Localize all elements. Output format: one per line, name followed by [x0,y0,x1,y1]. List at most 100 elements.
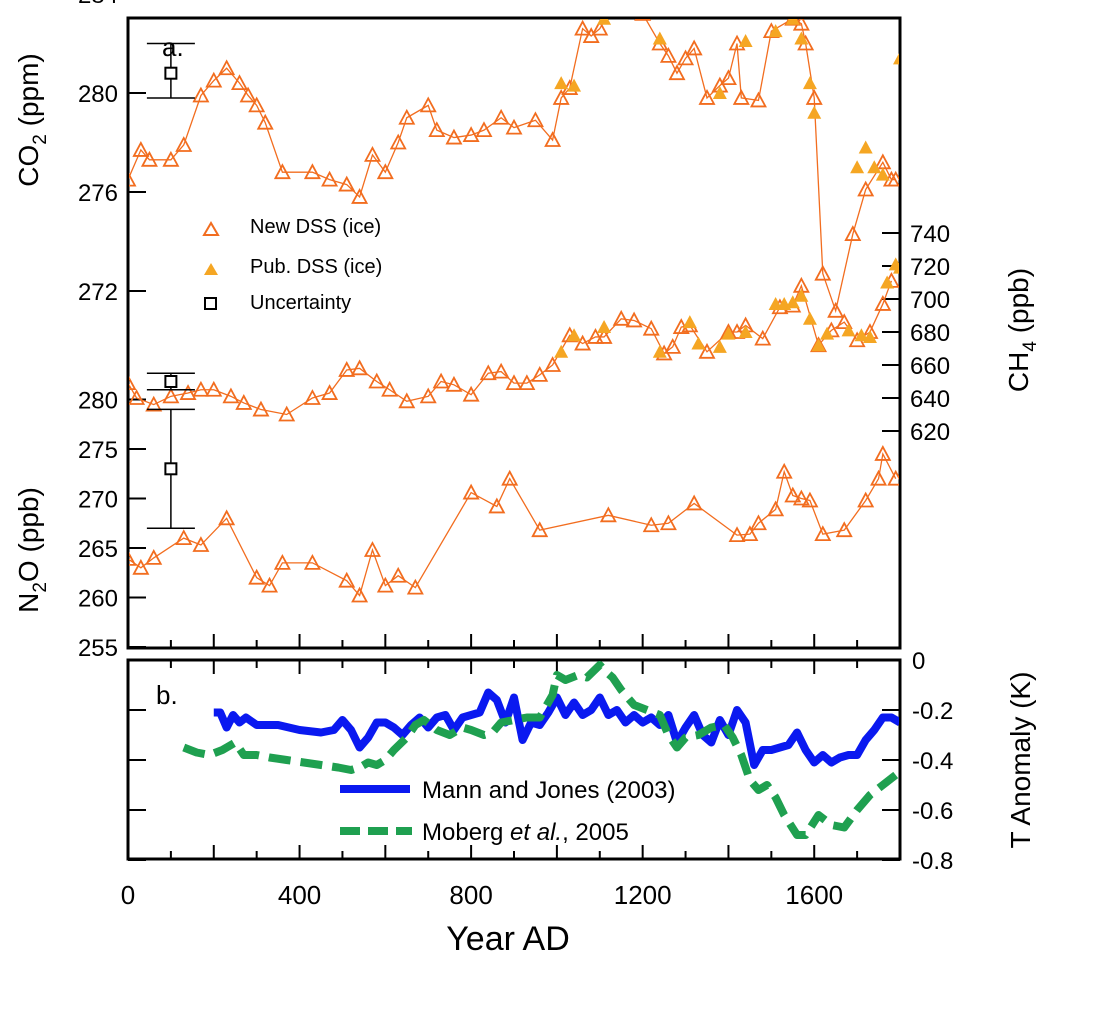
co2-axis-title: CO2 (ppm) [13,53,51,186]
n2o-new-point [338,571,356,588]
n2o-new-point [363,541,381,557]
ch4-pub-point [820,326,835,340]
co2-new-point [505,118,523,135]
ch4-pub-point [712,339,727,353]
x-tick-label: 400 [278,880,321,910]
n2o-new-point [659,514,677,531]
ch4-pub-point [888,257,899,271]
ch4-new-point [222,387,240,404]
n2o-series-layer [129,445,899,603]
temperature-tick-label: 0 [912,648,925,675]
ch4-new-point [179,384,197,400]
x-axis-title: Year AD [446,920,570,958]
ch4-new-point [419,387,437,404]
n2o-new-point [129,551,137,566]
n2o-new-point [685,494,703,511]
ch4-pub-point [854,328,869,342]
co2-new-point [218,59,236,76]
moberg-series-line [182,661,899,839]
co2-pub-point [794,31,809,45]
ch4-pub-point [567,328,582,342]
co2-new-point [719,69,737,86]
co2-new-point [732,89,750,105]
ch4-new-point [432,372,450,389]
ch4-new-point [145,395,163,412]
co2-new-point [634,19,652,21]
co2-new-point [321,170,339,187]
x-tick-label: 800 [449,880,492,910]
legend-new-dss-label: New DSS (ice) [250,216,381,238]
ch4-pub-point [862,329,877,343]
co2-new-point [677,49,695,66]
ch4-new-point [303,389,321,405]
ch4-new-point [381,380,399,397]
ticks-layer: 272 276 280 284 255 260 265 270 275 280 620 640 660 6… [78,0,953,910]
co2-new-point [129,172,137,187]
n2o-new-point [488,497,506,514]
ch4-new-point [321,384,339,400]
co2-tick-label: 276 [78,180,118,207]
ch4-new-point [129,389,146,405]
ch4-new-point [544,356,562,372]
ch4-new-point [612,309,630,326]
ch4-pub-point [841,323,856,337]
ch4-pub-point [785,295,800,309]
co2-new-point [614,0,628,5]
co2-uncertainty-marker [164,66,178,80]
ch4-new-point [698,342,716,359]
ch4-pub-point [682,315,697,329]
co2-new-point [526,111,544,128]
co2-pub-point [850,160,865,174]
n2o-tick-label: 255 [78,635,118,662]
ch4-pub-point [652,344,667,358]
ch4-tick-label: 620 [910,419,950,446]
co2-pub-point [554,76,569,90]
n2o-new-point [462,483,480,500]
ch4-tick-label: 680 [910,320,950,347]
ch4-pub-point [794,288,809,302]
ch4-new-point [664,337,682,354]
ch4-new-point [235,394,253,410]
n2o-new-point [642,516,660,533]
co2-new-point [606,0,620,12]
x-tick-label: 0 [121,880,135,910]
ch4-axis-title: CH4 (ppb) [1003,268,1041,392]
n2o-axis-title: N2O (ppb) [13,487,51,613]
legend-moberg-label: Moberg et al., 2005 [422,819,629,846]
ch4-pub-point [802,311,817,325]
x-tick-label: 1600 [785,880,843,910]
co2-pub-point [777,4,791,17]
co2-new-point [398,108,416,125]
co2-new-point [256,113,274,130]
ch4-tick-label: 660 [910,353,950,380]
legend-uncertainty-marker [204,297,217,310]
co2-new-point [552,89,570,105]
n2o-new-point [599,506,617,523]
ch4-new-point [835,313,853,330]
ch4-new-point [445,375,463,392]
co2-line [129,19,896,314]
co2-tick-label: 284 [78,0,118,9]
ch4-new-point [874,295,892,311]
ch4-pub-point [597,320,612,334]
ch4-new-point [351,359,369,376]
co2-new-point [582,27,600,43]
ch4-new-point [252,400,270,417]
ch4-new-point [162,387,180,404]
ch4-new-point [625,311,643,328]
ch4-tick-label: 740 [910,221,950,248]
co2-new-point [631,0,645,12]
n2o-tick-label: 265 [78,536,118,563]
co2-new-point [239,86,257,103]
uncertainty-bars-layer [146,42,195,529]
co2-new-point [132,141,150,157]
n2o-new-point [175,529,193,545]
co2-new-point [175,136,193,152]
n2o-tick-label: 280 [78,388,118,415]
co2-pub-point [567,78,582,92]
n2o-new-point [870,469,888,486]
temperature-axis-title: T Anomaly (K) [1005,672,1036,849]
panel-a-label: a. [162,32,184,62]
co2-new-point [749,91,767,108]
ch4-tick-label: 700 [910,287,950,314]
